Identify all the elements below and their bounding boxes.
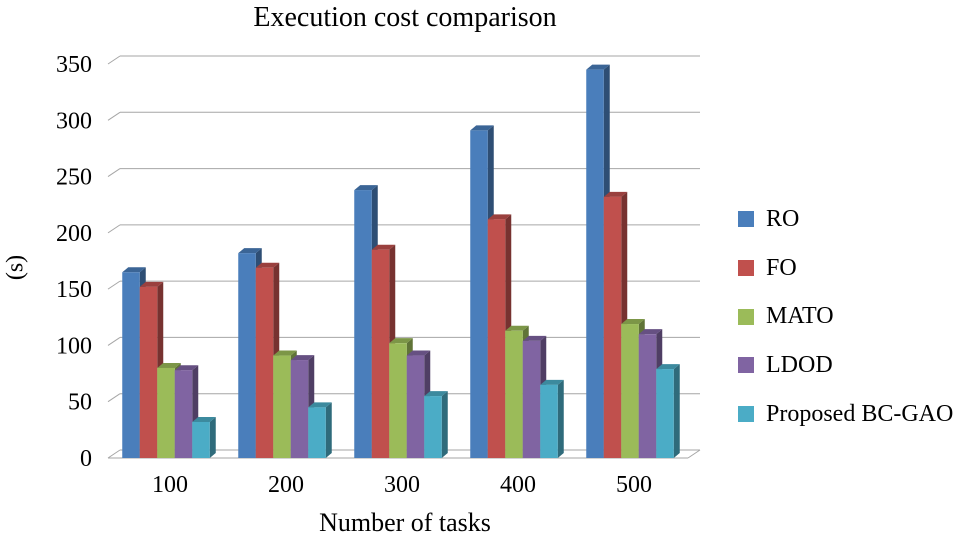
legend-label: MATO bbox=[766, 303, 834, 330]
bar-mato-200 bbox=[273, 355, 291, 458]
bar-top bbox=[470, 125, 494, 131]
bar-top bbox=[238, 248, 262, 254]
bar-top bbox=[586, 64, 610, 70]
legend-label: RO bbox=[766, 205, 800, 232]
x-axis-label: Number of tasks bbox=[319, 508, 491, 537]
bar-top bbox=[621, 319, 645, 325]
legend-label: LDOD bbox=[766, 351, 833, 378]
legend-item: Proposed BC-GAO bbox=[738, 390, 953, 439]
y-tick-label: 0 bbox=[80, 446, 92, 472]
x-axis-depth bbox=[687, 449, 701, 459]
bar-ro-500 bbox=[586, 69, 604, 458]
bar-ldod-100 bbox=[174, 370, 193, 458]
legend-swatch bbox=[738, 357, 754, 374]
bar-fo-400 bbox=[487, 219, 506, 458]
bar-fo-100 bbox=[139, 286, 158, 458]
bar-top bbox=[540, 379, 564, 385]
x-tick-label: 300 bbox=[384, 472, 420, 498]
bar-ro-200 bbox=[238, 253, 256, 458]
legend-swatch bbox=[738, 308, 754, 325]
bar-side bbox=[209, 416, 216, 458]
bar-top bbox=[656, 364, 680, 370]
bar-top bbox=[638, 329, 663, 335]
bar-top bbox=[273, 350, 297, 356]
legend-item: FO bbox=[738, 244, 953, 293]
y-tick-label: 350 bbox=[56, 52, 92, 78]
x-tick-label: 100 bbox=[152, 472, 188, 498]
bar-top bbox=[157, 362, 181, 368]
bar-ldod-300 bbox=[406, 355, 425, 458]
bar-fo-200 bbox=[255, 267, 274, 458]
bar-top bbox=[354, 185, 378, 191]
gridline-depth bbox=[107, 449, 121, 459]
bar-ldod-500 bbox=[638, 334, 657, 458]
y-tick-label: 250 bbox=[56, 165, 92, 191]
bar-ldod-200 bbox=[290, 360, 309, 458]
legend-item: MATO bbox=[738, 292, 953, 341]
bar-proposed-bc-gao-500 bbox=[656, 369, 674, 458]
bar-side bbox=[557, 379, 564, 458]
legend-item: RO bbox=[738, 195, 953, 244]
x-tick-label: 400 bbox=[500, 472, 536, 498]
bar-top bbox=[290, 355, 315, 361]
bar-top bbox=[389, 338, 413, 344]
y-tick-label: 100 bbox=[56, 333, 92, 359]
legend-swatch bbox=[738, 260, 754, 277]
bar-top bbox=[487, 214, 512, 220]
bar-top bbox=[255, 262, 280, 268]
legend-swatch bbox=[738, 406, 754, 423]
bar-top bbox=[522, 335, 547, 341]
gridline-depth bbox=[107, 111, 121, 121]
gridline-depth bbox=[107, 337, 121, 346]
y-tick-label: 300 bbox=[56, 108, 92, 134]
bar-top bbox=[174, 365, 199, 371]
bar-top bbox=[371, 244, 396, 250]
bar-top bbox=[308, 402, 332, 408]
bar-top bbox=[505, 325, 529, 331]
legend-item: LDOD bbox=[738, 341, 953, 390]
bar-proposed-bc-gao-400 bbox=[540, 384, 558, 458]
gridline-depth bbox=[107, 168, 121, 177]
bar-top bbox=[406, 350, 431, 356]
bar-top bbox=[603, 191, 628, 197]
bar-proposed-bc-gao-100 bbox=[192, 421, 210, 458]
bar-side bbox=[441, 391, 448, 458]
bar-proposed-bc-gao-300 bbox=[424, 396, 442, 458]
bar-mato-100 bbox=[157, 367, 175, 458]
bar-proposed-bc-gao-200 bbox=[308, 407, 326, 458]
bar-top bbox=[424, 391, 448, 397]
legend-label: Proposed BC-GAO bbox=[766, 400, 954, 427]
bar-ro-400 bbox=[470, 130, 488, 458]
bar-fo-300 bbox=[371, 249, 390, 458]
bar-side bbox=[325, 402, 332, 458]
legend-swatch bbox=[738, 211, 754, 228]
gridline-depth bbox=[107, 393, 121, 403]
y-tick-label: 50 bbox=[68, 390, 92, 416]
bar-top bbox=[192, 416, 216, 422]
bar-ro-100 bbox=[122, 272, 140, 458]
bar-side bbox=[673, 364, 680, 458]
bar-top bbox=[122, 267, 146, 273]
bar-mato-500 bbox=[621, 324, 639, 458]
bar-mato-400 bbox=[505, 330, 523, 458]
legend-label: FO bbox=[766, 254, 797, 281]
x-tick-label: 500 bbox=[616, 472, 652, 498]
x-tick-label: 200 bbox=[268, 472, 304, 498]
gridline-depth bbox=[107, 55, 121, 65]
bar-fo-500 bbox=[603, 196, 622, 458]
gridline-depth bbox=[107, 280, 121, 290]
chart-title: Execution cost comparison bbox=[253, 2, 557, 33]
bar-ro-300 bbox=[354, 190, 372, 458]
y-tick-label: 150 bbox=[56, 277, 92, 303]
bar-mato-300 bbox=[389, 343, 407, 458]
y-tick-label: 200 bbox=[56, 221, 92, 247]
legend: RO FO MATO LDOD Proposed BC-GAO bbox=[738, 195, 953, 438]
bar-ldod-400 bbox=[522, 340, 541, 458]
bar-top bbox=[139, 281, 164, 287]
gridline-depth bbox=[107, 224, 121, 234]
